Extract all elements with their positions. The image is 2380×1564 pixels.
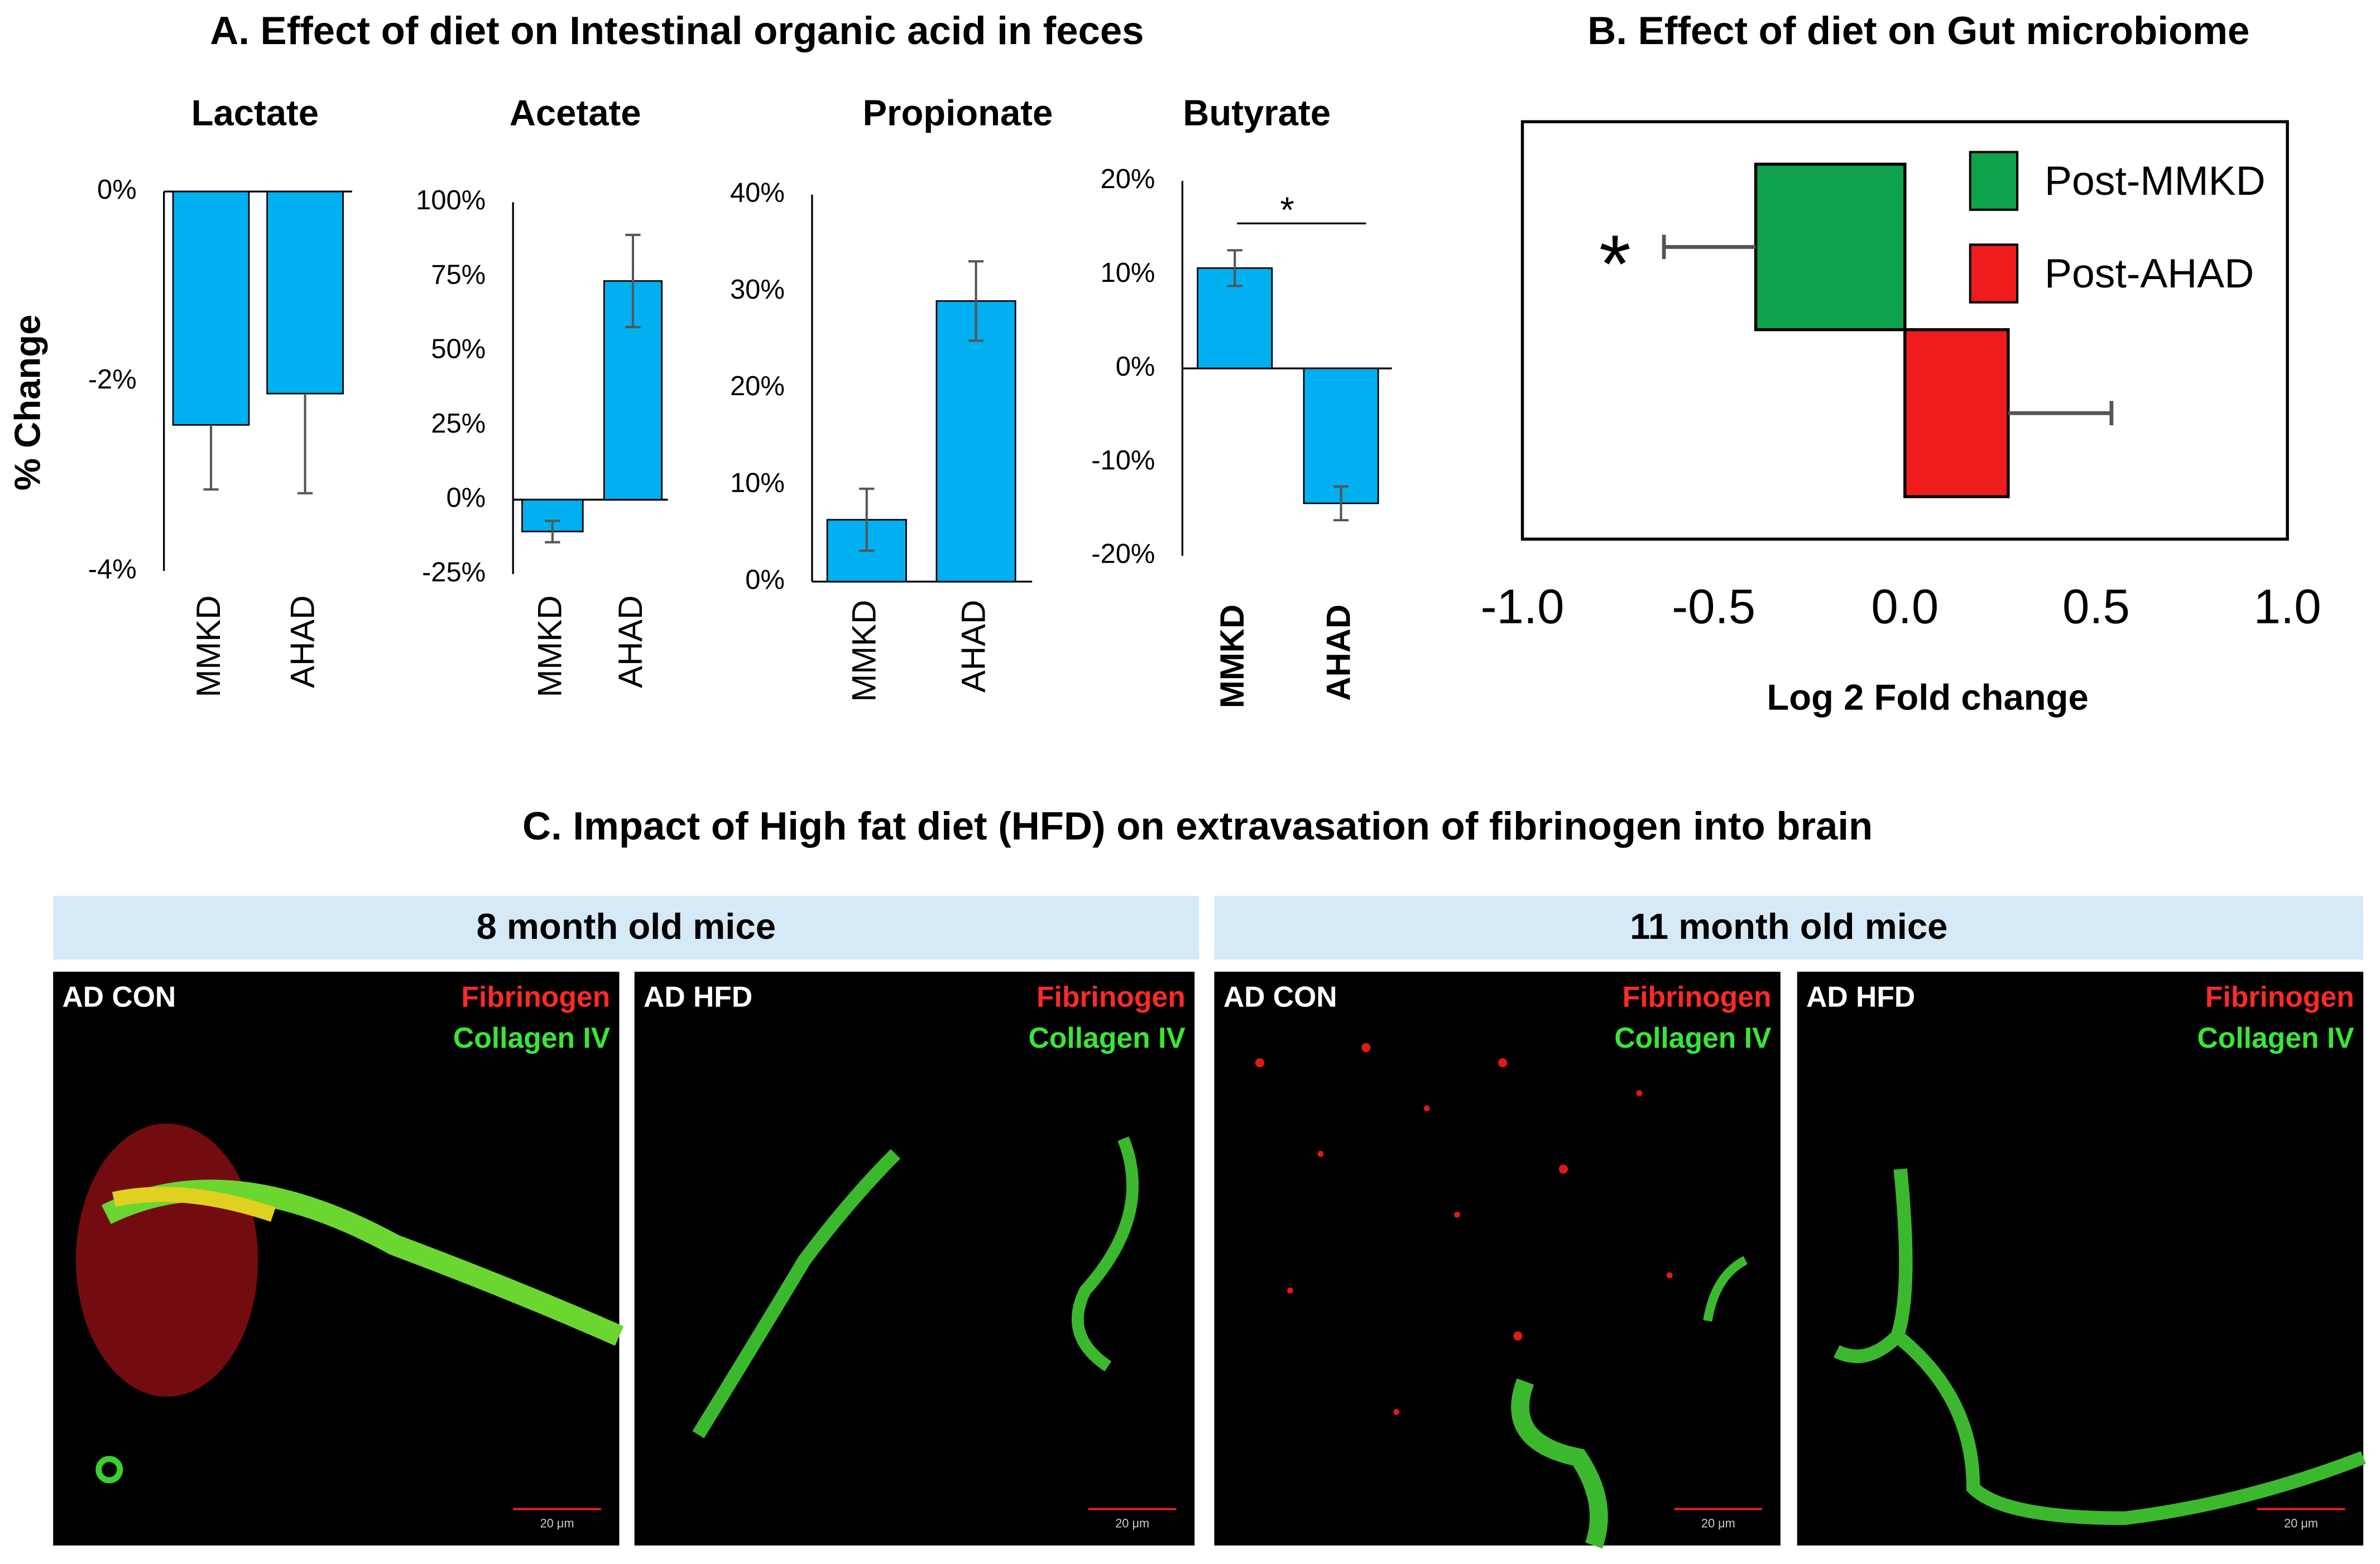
legend-swatch bbox=[1969, 243, 2019, 304]
scale-label: 20 μm bbox=[1115, 1517, 1149, 1531]
vessel bbox=[1833, 1168, 2366, 1525]
stain-label: Fibrinogen bbox=[1037, 981, 1186, 1013]
micrograph bbox=[1797, 971, 2364, 1546]
panel-b-title: B. Effect of diet on Gut microbiome bbox=[1587, 8, 2249, 52]
annotation: * bbox=[1280, 189, 1294, 230]
y-tick-label: 0% bbox=[446, 483, 486, 513]
panel-c-title: C. Impact of High fat diet (HFD) on extr… bbox=[522, 804, 1873, 848]
micrograph bbox=[634, 971, 1195, 1546]
x-tick-label: MMKD bbox=[846, 600, 883, 702]
error-bar bbox=[203, 425, 219, 491]
y-tick-label: 40% bbox=[730, 178, 785, 208]
legend-swatch bbox=[1969, 151, 2019, 211]
y-tick-label: 100% bbox=[416, 185, 486, 215]
stain-label: Collagen IV bbox=[1614, 1021, 1772, 1054]
scale-label: 20 μm bbox=[1701, 1517, 1735, 1531]
annotation: * bbox=[1599, 218, 1631, 310]
y-tick-label: 0% bbox=[97, 175, 137, 205]
bar bbox=[172, 190, 250, 426]
x-tick-label: AHAD bbox=[612, 596, 649, 688]
stain-label: Collagen IV bbox=[1029, 1021, 1186, 1054]
y-tick-label: -4% bbox=[88, 554, 137, 584]
x-tick-label: AHAD bbox=[954, 600, 992, 693]
y-tick-label: 50% bbox=[431, 334, 486, 364]
image-label: AD CON bbox=[62, 981, 176, 1013]
image-label: AD CON bbox=[1223, 981, 1337, 1013]
vessel bbox=[1071, 1136, 1139, 1372]
y-tick-label: -25% bbox=[422, 557, 486, 587]
x-tick-label: MMKD bbox=[1213, 605, 1251, 708]
y-tick-label: 10% bbox=[1101, 258, 1155, 288]
scale-label: 20 μm bbox=[2284, 1517, 2318, 1531]
plot-frame bbox=[1520, 120, 2289, 541]
x-tick-label: -1.0 bbox=[1481, 580, 1565, 634]
stain-label: Collagen IV bbox=[453, 1021, 611, 1054]
y-tick-label: 30% bbox=[730, 275, 785, 305]
bar bbox=[1754, 162, 1907, 332]
chart-title: Propionate bbox=[863, 92, 1053, 133]
error-bar bbox=[1333, 485, 1349, 522]
image-label: AD HFD bbox=[644, 981, 752, 1013]
legend-label: Post-AHAD bbox=[2045, 251, 2254, 296]
y-tick-label: 0% bbox=[745, 565, 785, 595]
bar bbox=[1303, 367, 1379, 505]
error-bar bbox=[625, 233, 641, 329]
stain-label: Fibrinogen bbox=[2205, 981, 2354, 1013]
bar bbox=[935, 300, 1016, 583]
x-tick-label: AHAD bbox=[284, 596, 321, 688]
vessel bbox=[1511, 1378, 1608, 1549]
group-header bbox=[53, 895, 1199, 960]
x-tick-label: MMKD bbox=[531, 596, 569, 698]
x-tick-label: MMKD bbox=[190, 596, 227, 698]
y-tick-label: 20% bbox=[1101, 164, 1155, 194]
bar bbox=[266, 190, 344, 395]
y-tick-label: -2% bbox=[88, 364, 137, 395]
error-bar bbox=[968, 260, 984, 342]
y-tick-label: 20% bbox=[730, 371, 785, 401]
y-axis-label: % Change bbox=[7, 314, 48, 490]
x-axis-label: Log 2 Fold change bbox=[1767, 677, 2088, 717]
vessel bbox=[692, 1149, 901, 1438]
x-tick-label: 0.5 bbox=[2062, 580, 2130, 634]
y-tick-label: 10% bbox=[730, 468, 785, 498]
stain-label: Fibrinogen bbox=[1623, 981, 1772, 1013]
y-tick-label: 75% bbox=[431, 260, 486, 290]
vessel bbox=[95, 1456, 123, 1484]
y-tick-label: 0% bbox=[1116, 352, 1155, 382]
error-bar bbox=[2008, 401, 2114, 425]
stain-label: Collagen IV bbox=[2197, 1021, 2354, 1054]
vessel bbox=[112, 1187, 276, 1222]
stain bbox=[1255, 1043, 1673, 1415]
scale-label: 20 μm bbox=[540, 1517, 574, 1531]
x-tick-label: AHAD bbox=[1319, 605, 1357, 701]
micrographs bbox=[53, 971, 2366, 1549]
micrograph bbox=[1214, 971, 1781, 1546]
chart-title: Butyrate bbox=[1183, 92, 1331, 133]
y-tick-label: -10% bbox=[1091, 445, 1155, 476]
legend-label: Post-MMKD bbox=[2045, 158, 2266, 204]
error-bar bbox=[1662, 234, 1756, 260]
bar bbox=[1903, 328, 2010, 498]
panel-a-title: A. Effect of diet on Intestinal organic … bbox=[210, 8, 1144, 52]
chart-title: Lactate bbox=[191, 92, 319, 133]
vessel bbox=[1703, 1256, 1748, 1322]
x-tick-label: 1.0 bbox=[2254, 580, 2321, 634]
x-tick-label: -0.5 bbox=[1672, 580, 1755, 634]
stain-label: Fibrinogen bbox=[461, 981, 610, 1013]
error-bar bbox=[298, 394, 313, 495]
image-label: AD HFD bbox=[1806, 981, 1915, 1013]
x-tick-label: 0.0 bbox=[1871, 580, 1938, 634]
group-header-label: 8 month old mice bbox=[476, 906, 776, 947]
chart-title: Acetate bbox=[510, 92, 641, 133]
stain bbox=[75, 1123, 258, 1397]
group-header-label: 11 month old mice bbox=[1630, 906, 1947, 947]
error-bar bbox=[545, 519, 560, 544]
group-header bbox=[1214, 895, 2364, 960]
y-tick-label: 25% bbox=[431, 409, 486, 439]
error-bar bbox=[1227, 249, 1242, 287]
y-tick-label: -20% bbox=[1091, 539, 1155, 569]
error-bar bbox=[859, 487, 875, 552]
